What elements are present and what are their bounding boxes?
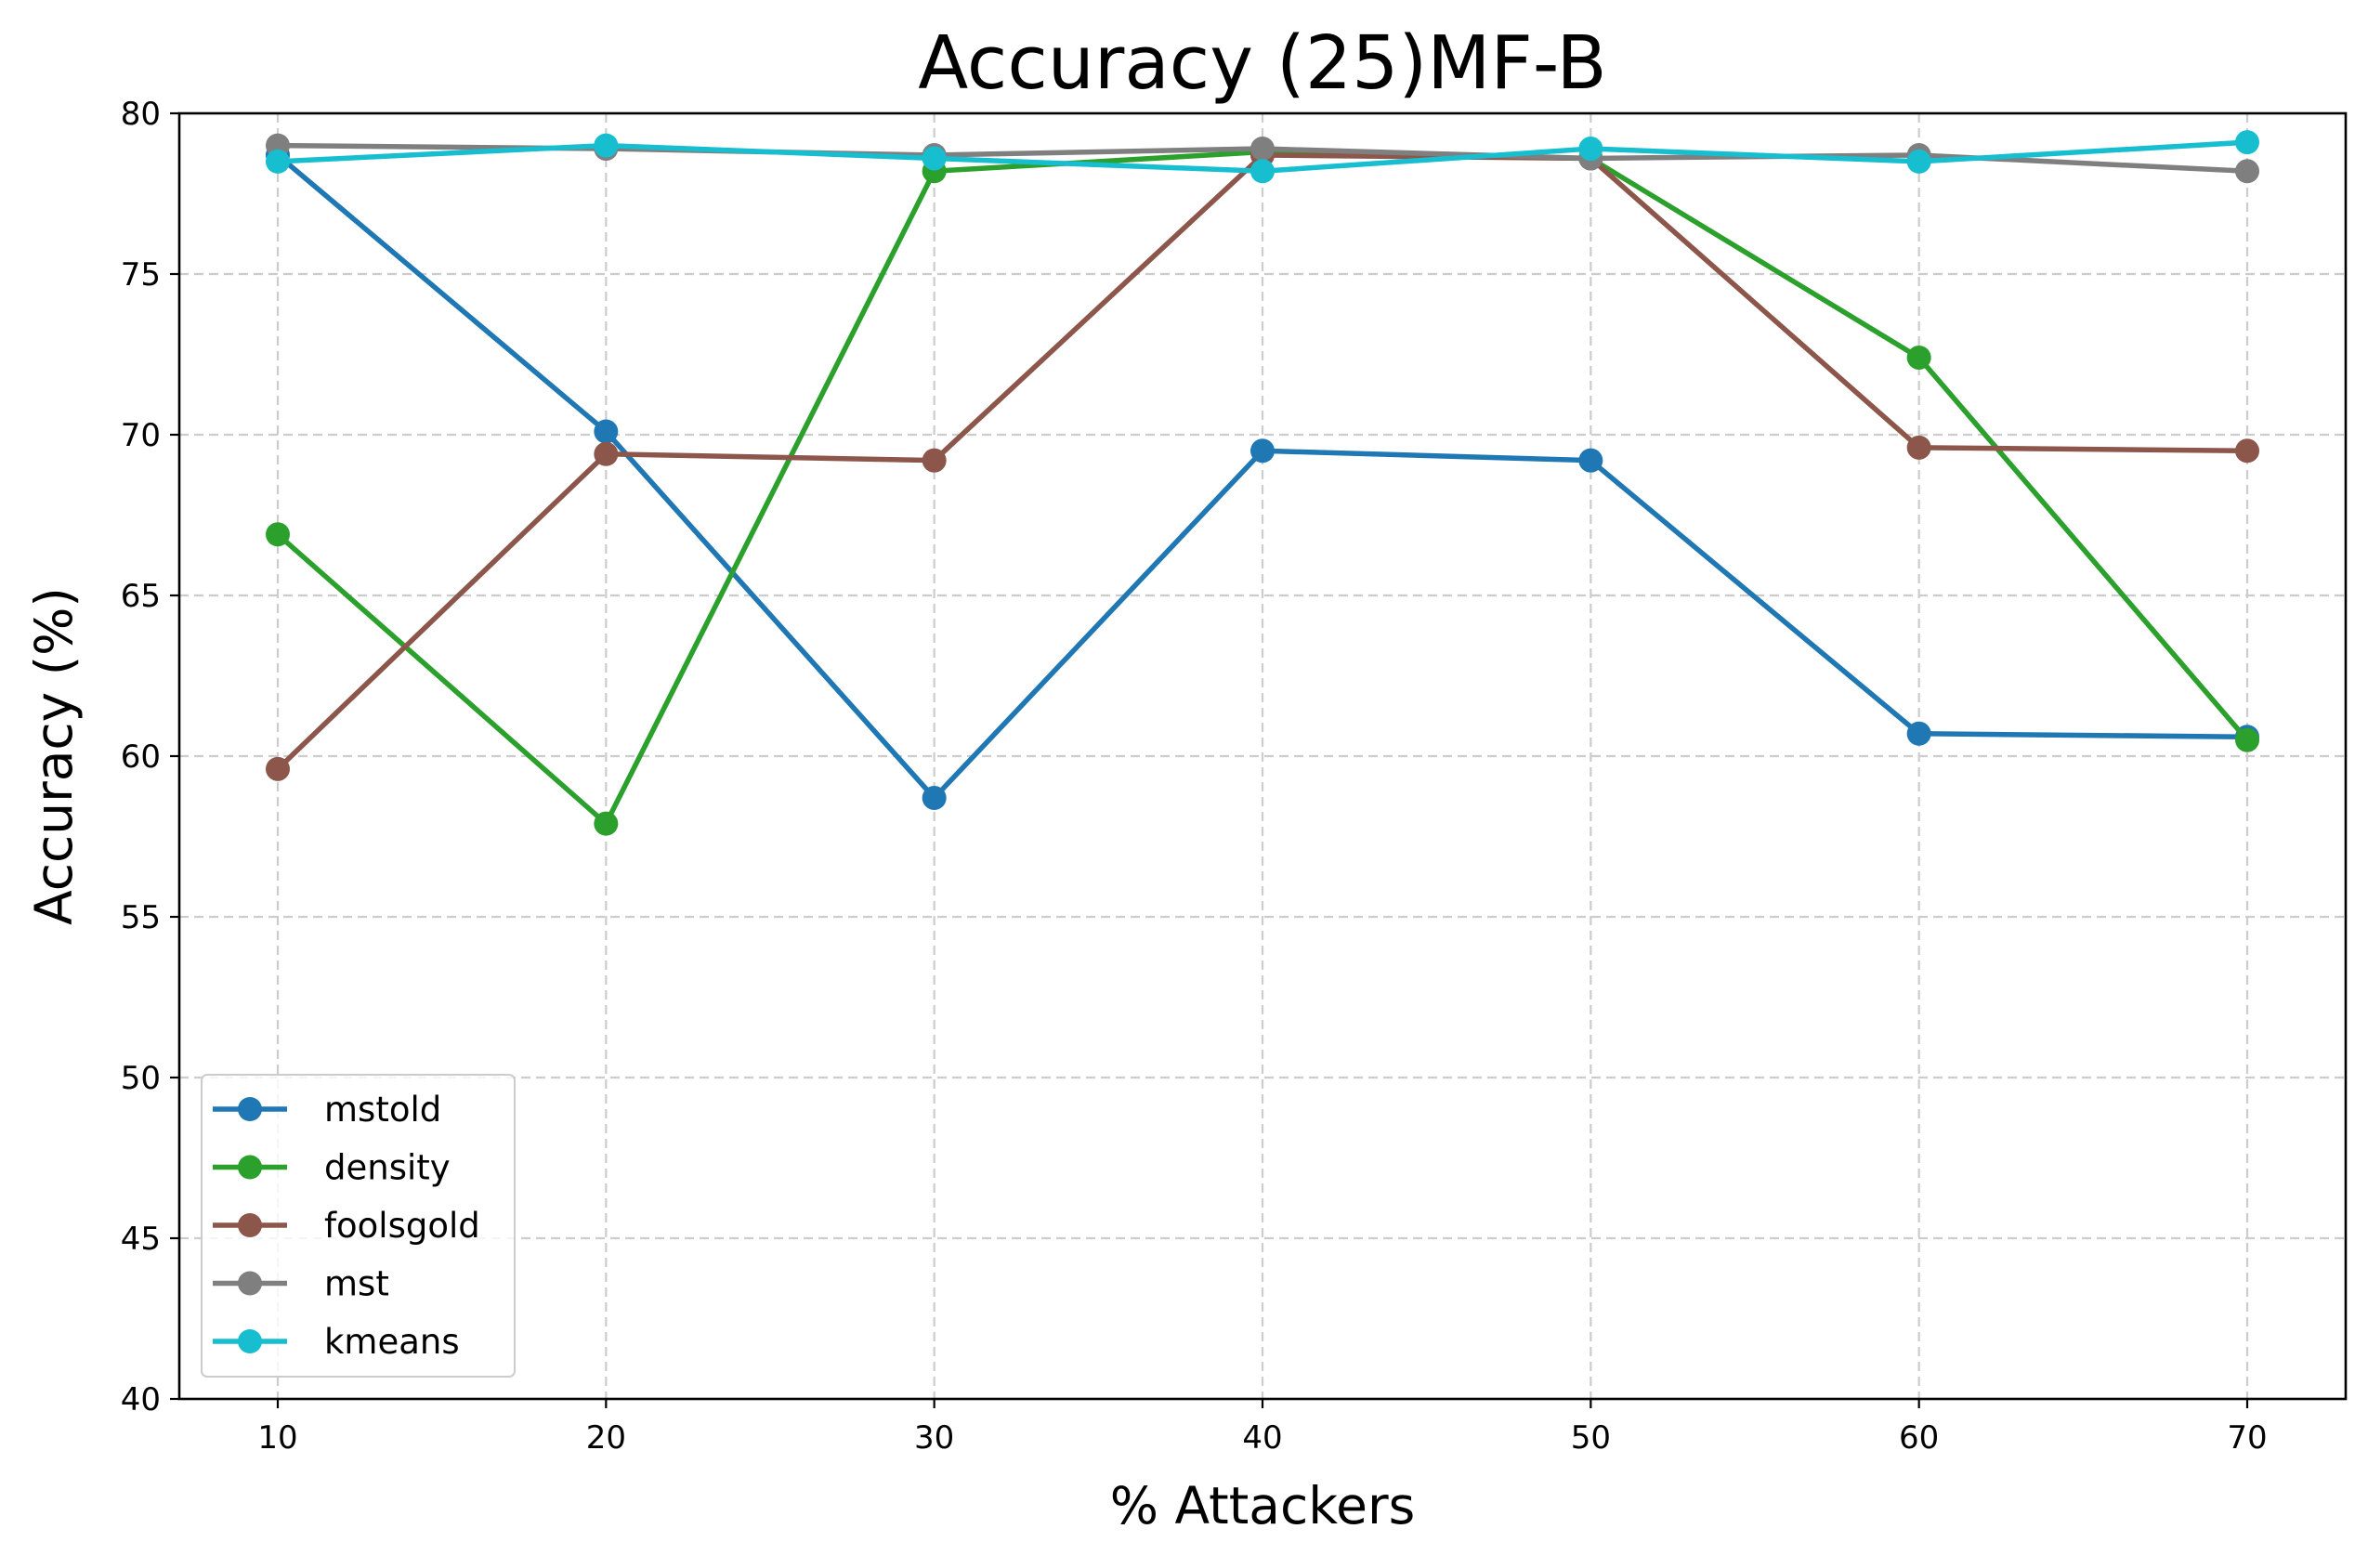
y-tick-label: 65 <box>121 578 161 615</box>
data-point-kmeans <box>2235 130 2259 155</box>
data-point-mst <box>1250 137 1275 162</box>
legend-swatch-marker <box>238 1213 262 1237</box>
data-point-density <box>266 522 290 547</box>
y-axis-label: Accuracy (%) <box>24 587 84 925</box>
legend-frame <box>201 1074 516 1378</box>
plot-series <box>266 130 2259 836</box>
legend-item-kmeans: kmeans <box>213 1322 460 1362</box>
x-tick-label: 20 <box>586 1419 626 1457</box>
legend-swatch-marker <box>238 1155 262 1180</box>
legend-swatch-marker <box>238 1329 262 1353</box>
y-tick-label: 50 <box>121 1060 161 1097</box>
y-tick-label: 80 <box>121 96 161 133</box>
data-point-mst <box>2235 159 2259 184</box>
data-point-kmeans <box>266 149 290 174</box>
x-axis-label: % Attackers <box>1110 1476 1415 1535</box>
data-point-foolsgold <box>922 448 947 473</box>
legend-label: foolsgold <box>324 1206 480 1246</box>
grid <box>179 113 2346 1399</box>
data-point-foolsgold <box>594 441 619 466</box>
legend-label: mstold <box>324 1090 441 1130</box>
data-point-kmeans <box>594 133 619 158</box>
data-point-density <box>594 811 619 836</box>
y-tick-label: 40 <box>121 1381 161 1418</box>
data-point-mstold <box>1906 721 1931 746</box>
data-point-kmeans <box>1578 137 1603 162</box>
axis-ticks: 10 20 30 40 50 60 70 40 45 50 55 60 65 70 75 80 <box>121 96 2268 1457</box>
y-tick-label: 55 <box>121 899 161 936</box>
x-tick-label: 30 <box>914 1419 954 1457</box>
legend-label: mst <box>324 1264 389 1304</box>
y-tick-label: 60 <box>121 738 161 776</box>
data-point-foolsgold <box>266 756 290 781</box>
legend-swatch-marker <box>238 1097 262 1121</box>
x-tick-label: 40 <box>1242 1419 1282 1457</box>
x-tick-label: 10 <box>257 1419 297 1457</box>
series-kmeans <box>266 130 2259 184</box>
data-point-kmeans <box>1906 149 1931 174</box>
legend-item-foolsgold: foolsgold <box>213 1206 480 1246</box>
y-tick-label: 45 <box>121 1221 161 1258</box>
data-point-foolsgold <box>2235 438 2259 464</box>
legend: mstold density foolsgold mst kmeans <box>201 1074 516 1378</box>
data-point-kmeans <box>922 146 947 171</box>
data-point-mstold <box>1578 448 1603 473</box>
chart-title: Accuracy (25)MF-B <box>918 20 1606 106</box>
data-point-mstold <box>1250 438 1275 464</box>
data-point-kmeans <box>1250 159 1275 184</box>
x-tick-label: 60 <box>1899 1419 1939 1457</box>
data-point-mstold <box>922 785 947 810</box>
x-tick-label: 50 <box>1571 1419 1611 1457</box>
data-point-density <box>1906 345 1931 370</box>
legend-swatch-marker <box>238 1271 262 1296</box>
legend-label: kmeans <box>324 1322 460 1362</box>
y-tick-label: 70 <box>121 417 161 454</box>
data-point-mstold <box>594 419 619 444</box>
legend-label: density <box>324 1148 451 1188</box>
legend-item-mstold: mstold <box>213 1090 441 1130</box>
y-tick-label: 75 <box>121 256 161 294</box>
x-tick-label: 70 <box>2227 1419 2267 1457</box>
legend-item-mst: mst <box>213 1264 389 1304</box>
data-point-foolsgold <box>1906 435 1931 460</box>
data-point-density <box>2235 727 2259 752</box>
legend-item-density: density <box>213 1148 451 1188</box>
